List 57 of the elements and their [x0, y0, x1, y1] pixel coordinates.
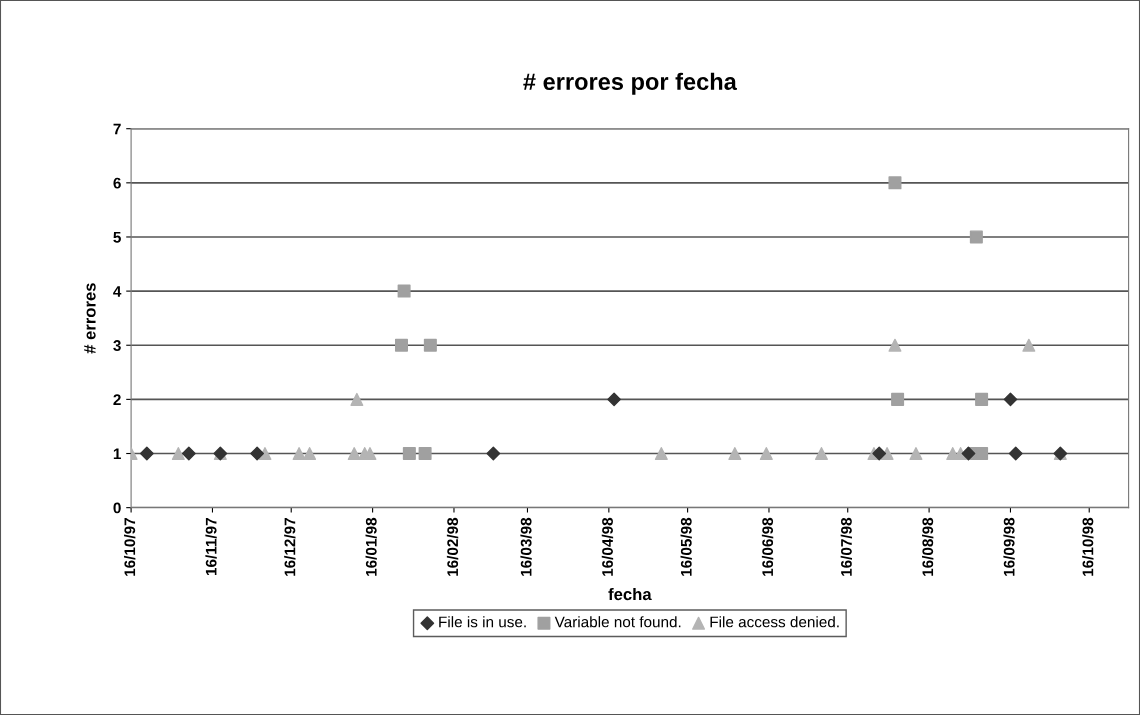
y-tick-label: 2 — [113, 394, 121, 405]
x-axis-title: fecha — [608, 587, 652, 601]
x-tick-label: 16/11/97 — [205, 518, 217, 576]
point — [891, 392, 905, 406]
y-tick-label: 6 — [113, 177, 121, 189]
x-tick-label: 16/01/98 — [365, 517, 377, 576]
point — [888, 338, 902, 352]
point — [250, 446, 265, 461]
x-tick-label: 16/06/98 — [761, 517, 774, 576]
x-tick-label: 16/03/98 — [520, 517, 532, 576]
point — [909, 447, 923, 461]
point — [728, 447, 742, 461]
point — [654, 447, 668, 461]
point — [171, 447, 185, 461]
x-tick-label: 16/12/97 — [284, 518, 296, 576]
x-tick-label: 16/02/98 — [446, 517, 459, 576]
point — [397, 284, 411, 298]
y-axis-title: # errores — [84, 283, 96, 354]
y-tick-label: 5 — [113, 232, 121, 243]
point — [975, 392, 989, 406]
y-tick-label: 3 — [113, 340, 121, 351]
y-tick-label: 4 — [113, 286, 122, 297]
x-tick-label: 16/10/98 — [1082, 517, 1094, 576]
point — [181, 446, 196, 461]
x-tick-label: 16/04/98 — [601, 517, 614, 576]
point — [394, 338, 408, 352]
legend-label: Variable not found. — [554, 616, 681, 628]
x-tick-label: 16/07/98 — [840, 517, 852, 576]
point — [1022, 338, 1036, 352]
point — [303, 447, 317, 461]
point — [1008, 446, 1023, 461]
point — [872, 446, 887, 461]
legend-label: File access denied. — [710, 616, 839, 628]
point — [961, 446, 976, 461]
point — [814, 447, 828, 461]
x-tick-label: 16/05/98 — [680, 517, 692, 576]
point — [350, 392, 364, 406]
point — [607, 392, 622, 407]
point — [1003, 392, 1018, 407]
chart-title: # errores por fecha — [523, 72, 737, 95]
y-tick-label: 0 — [113, 502, 121, 514]
point — [759, 447, 773, 461]
point — [486, 446, 501, 461]
y-tick-label: 7 — [113, 123, 121, 135]
x-tick-label: 16/09/98 — [1003, 517, 1015, 576]
point — [888, 176, 902, 190]
point — [418, 447, 432, 461]
x-tick-label: 16/08/98 — [921, 517, 934, 576]
point — [402, 447, 416, 461]
point — [139, 446, 154, 461]
x-tick-label: 16/10/97 — [123, 518, 136, 576]
y-tick-label: 1 — [113, 448, 121, 460]
point — [347, 447, 361, 461]
legend-label: File is in use. — [439, 616, 526, 628]
point — [969, 230, 983, 244]
point — [423, 338, 437, 352]
point — [292, 447, 306, 461]
